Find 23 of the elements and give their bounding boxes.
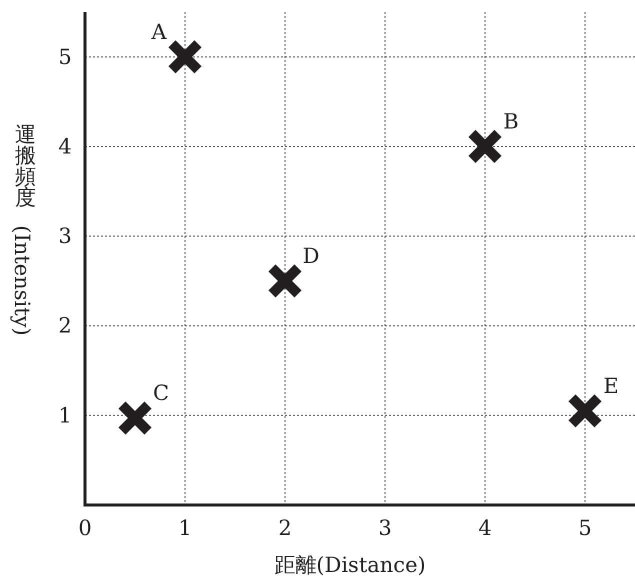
y-tick-label: 3 bbox=[58, 224, 72, 248]
y-tick-label: 1 bbox=[58, 403, 72, 428]
annotation: D bbox=[302, 244, 320, 268]
x-tick-label: 2 bbox=[278, 516, 292, 540]
text: 運搬頻度(Intensity) bbox=[10, 122, 36, 336]
point bbox=[117, 400, 153, 436]
x-tick-label: 4 bbox=[478, 516, 492, 540]
y-tick-label: 5 bbox=[58, 44, 72, 69]
annotation: E bbox=[603, 374, 619, 398]
x-tick-label: 0 bbox=[78, 516, 92, 540]
x-axis-title: 距離(Distance) bbox=[274, 553, 426, 577]
x-tick-label: 3 bbox=[378, 516, 392, 540]
y-tick-label: 4 bbox=[58, 134, 72, 158]
point bbox=[567, 392, 603, 429]
annotation: C bbox=[152, 381, 170, 406]
x-tick-label: 1 bbox=[178, 516, 192, 540]
annotation: A bbox=[150, 20, 168, 44]
annotation: B bbox=[503, 109, 519, 134]
point bbox=[167, 38, 203, 75]
point bbox=[267, 262, 303, 299]
point bbox=[467, 128, 503, 164]
y-tick-label: 2 bbox=[58, 314, 72, 338]
x-tick-label: 5 bbox=[578, 516, 592, 540]
